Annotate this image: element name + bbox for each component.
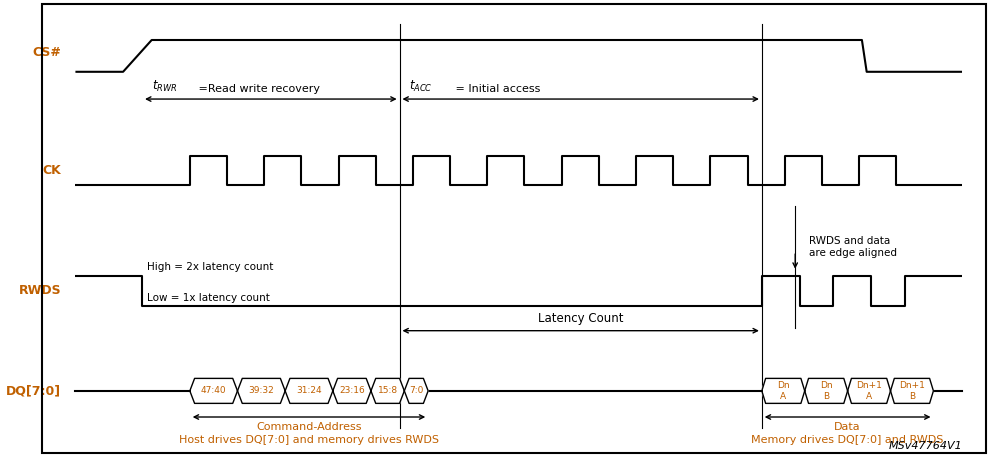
Text: 47:40: 47:40: [200, 386, 226, 395]
Polygon shape: [405, 378, 429, 404]
Text: Host drives DQ[7:0] and memory drives RWDS: Host drives DQ[7:0] and memory drives RW…: [179, 435, 439, 445]
Text: Command-Address: Command-Address: [256, 422, 362, 432]
Text: MSv47764V1: MSv47764V1: [888, 441, 962, 451]
Polygon shape: [371, 378, 405, 404]
Text: = Initial access: = Initial access: [452, 84, 541, 94]
Text: 23:16: 23:16: [339, 386, 365, 395]
Text: Low = 1x latency count: Low = 1x latency count: [147, 293, 270, 303]
Text: CS#: CS#: [33, 46, 62, 59]
Text: Data: Data: [834, 422, 861, 432]
Polygon shape: [237, 378, 285, 404]
Polygon shape: [762, 378, 805, 404]
Text: $t_{ACC}$: $t_{ACC}$: [409, 79, 433, 94]
Text: RWDS: RWDS: [19, 284, 62, 298]
Text: 15:8: 15:8: [378, 386, 398, 395]
Text: High = 2x latency count: High = 2x latency count: [147, 262, 274, 271]
Polygon shape: [847, 378, 891, 404]
Text: Dn
A: Dn A: [777, 381, 790, 401]
Text: CK: CK: [43, 164, 62, 177]
Text: 39:32: 39:32: [248, 386, 274, 395]
Polygon shape: [805, 378, 847, 404]
Text: Memory drives DQ[7:0] and RWDS: Memory drives DQ[7:0] and RWDS: [751, 435, 943, 445]
Text: Latency Count: Latency Count: [538, 312, 623, 325]
Text: RWDS and data
are edge aligned: RWDS and data are edge aligned: [809, 236, 898, 258]
Text: Dn+1
A: Dn+1 A: [856, 381, 882, 401]
Text: 7:0: 7:0: [409, 386, 424, 395]
Polygon shape: [891, 378, 933, 404]
Text: =Read write recovery: =Read write recovery: [194, 84, 319, 94]
Text: DQ[7:0]: DQ[7:0]: [6, 384, 62, 398]
Polygon shape: [333, 378, 371, 404]
Polygon shape: [285, 378, 333, 404]
Text: Dn
B: Dn B: [819, 381, 832, 401]
Polygon shape: [189, 378, 237, 404]
Text: $t_{RWR}$: $t_{RWR}$: [152, 79, 178, 94]
Text: 31:24: 31:24: [297, 386, 321, 395]
Text: Dn+1
B: Dn+1 B: [899, 381, 925, 401]
